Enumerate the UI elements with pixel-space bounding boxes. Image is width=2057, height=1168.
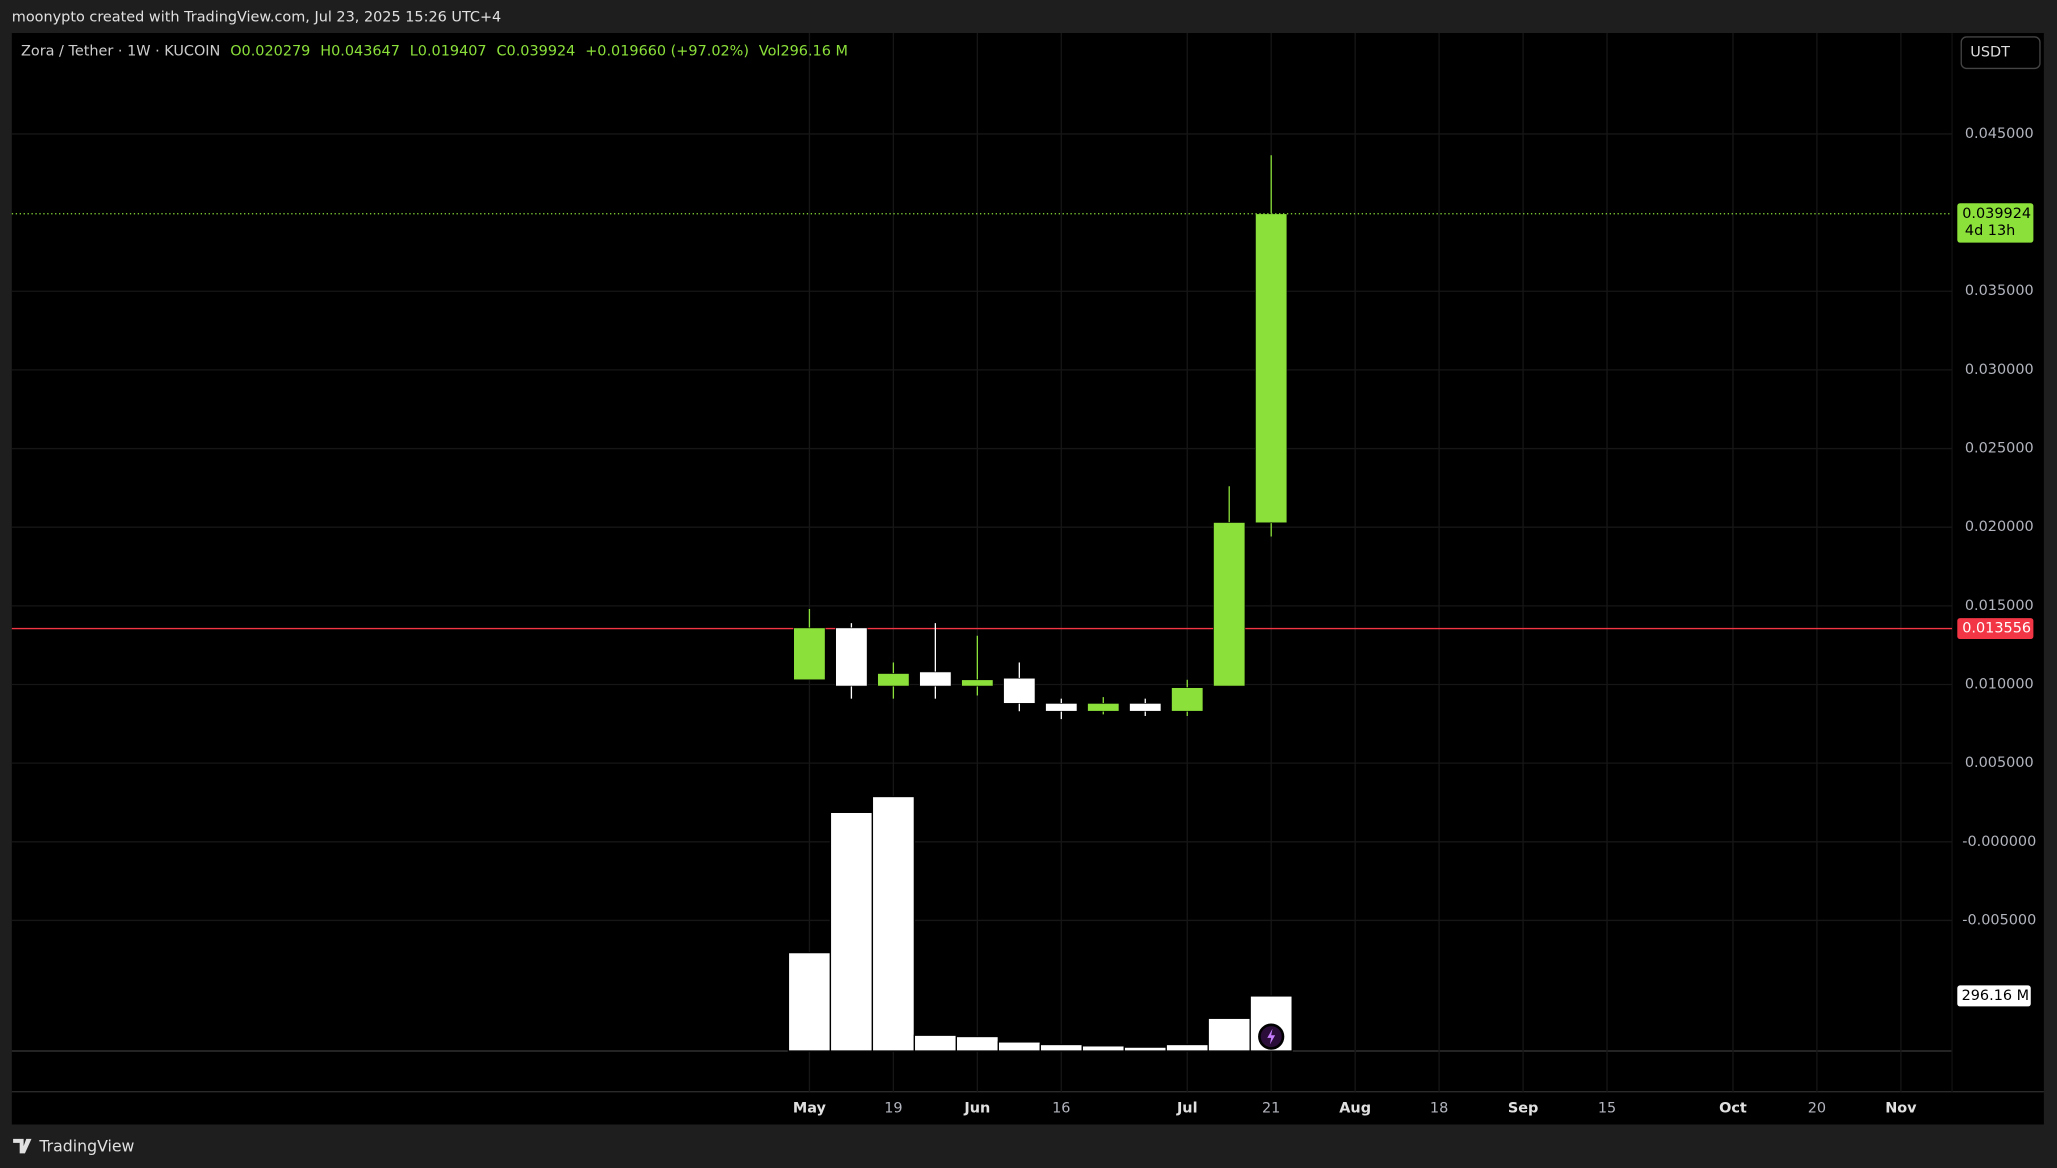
legend-change: +0.019660 (+97.02%) xyxy=(585,43,749,59)
y-tick-label: 0.010000 xyxy=(1965,677,2034,693)
candle-body xyxy=(1213,522,1246,687)
x-tick-label: Nov xyxy=(1885,1101,1917,1117)
last-price-label: 0.039924 xyxy=(1962,206,2031,222)
y-tick-label: 0.045000 xyxy=(1965,126,2034,142)
candle-body xyxy=(1087,703,1120,712)
x-tick-label: Sep xyxy=(1508,1101,1539,1117)
x-tick-label: 19 xyxy=(884,1101,902,1117)
legend-o-value: 0.020279 xyxy=(242,43,311,59)
chart-pane xyxy=(11,33,2044,1125)
volume-bar xyxy=(1039,1043,1083,1052)
legend-o: O xyxy=(230,43,241,59)
legend-l: L xyxy=(410,43,418,59)
logo-icon[interactable] xyxy=(13,1138,32,1154)
volume-bar xyxy=(1123,1046,1167,1052)
legend-h-value: 0.043647 xyxy=(331,43,400,59)
candle-body xyxy=(1171,687,1204,712)
hline-price-box xyxy=(1957,618,2034,640)
x-tick-label: 16 xyxy=(1052,1101,1070,1117)
y-tick-label: 0.030000 xyxy=(1965,362,2034,378)
volume-bar xyxy=(871,795,916,1052)
y-tick-label: 0.005000 xyxy=(1965,755,2034,771)
legend-vol-value: 296.16 M xyxy=(780,43,847,59)
volume-bar xyxy=(997,1041,1041,1052)
y-tick-label: 0.020000 xyxy=(1965,519,2034,535)
hline-price-label: 0.013556 xyxy=(1962,621,2031,637)
countdown-label: 4d 13h xyxy=(1965,223,2015,239)
legend-l-value: 0.019407 xyxy=(418,43,487,59)
candle-body xyxy=(1129,703,1162,712)
x-tick-label: 20 xyxy=(1808,1101,1826,1117)
y-tick-label: 0.015000 xyxy=(1965,598,2034,614)
candle-body xyxy=(961,679,994,687)
legend-vol: Vol xyxy=(759,43,781,59)
x-tick-label: Jul xyxy=(1176,1101,1198,1117)
volume-value-label: 296.16 M xyxy=(1962,988,2030,1004)
volume-bar xyxy=(787,951,832,1052)
x-tick-label: 21 xyxy=(1262,1101,1280,1117)
y-tick-label: -0.005000 xyxy=(1962,912,2036,928)
candle-body xyxy=(919,671,952,687)
legend: Zora / Tether · 1W · KUCOIN O0.020279 H0… xyxy=(21,43,848,59)
currency-button[interactable] xyxy=(1960,36,2041,70)
candle-body xyxy=(835,627,868,687)
volume-label-box xyxy=(1957,985,2031,1007)
legend-h: H xyxy=(320,43,331,59)
x-tick-label: Oct xyxy=(1719,1101,1747,1117)
legend-symbol: Zora / Tether · 1W · KUCOIN xyxy=(21,43,220,59)
volume-bar xyxy=(1207,1017,1251,1052)
x-tick-label: Aug xyxy=(1339,1101,1371,1117)
candle-body xyxy=(1003,677,1036,704)
currency-label[interactable]: USDT xyxy=(1970,45,2010,61)
legend-c: C xyxy=(496,43,506,59)
legend-c-value: 0.039924 xyxy=(507,43,576,59)
y-tick-label: 0.025000 xyxy=(1965,441,2034,457)
x-tick-label: May xyxy=(793,1101,827,1117)
y-tick-label: 0.035000 xyxy=(1965,283,2034,299)
grid xyxy=(11,33,1953,1092)
event-icon-bolt xyxy=(1267,1028,1276,1045)
x-tick-label: Jun xyxy=(963,1101,990,1117)
last-price-box xyxy=(1957,203,2034,243)
candle-body xyxy=(1255,213,1288,524)
volume-bar xyxy=(913,1034,958,1052)
x-tick-label: 18 xyxy=(1430,1101,1448,1117)
volume-bar xyxy=(829,811,874,1052)
footer-logo[interactable]: TradingView xyxy=(38,1136,134,1155)
header: moonypto created with TradingView.com, J… xyxy=(12,9,501,25)
volume-bar xyxy=(1081,1045,1125,1052)
candle-body xyxy=(793,627,826,681)
candle-body xyxy=(1045,703,1078,712)
x-tick-label: 15 xyxy=(1598,1101,1616,1117)
y-tick-label: -0.000000 xyxy=(1962,834,2036,850)
volume-bar xyxy=(1165,1043,1209,1052)
candle-body xyxy=(877,673,910,687)
volume-bar xyxy=(955,1035,999,1052)
